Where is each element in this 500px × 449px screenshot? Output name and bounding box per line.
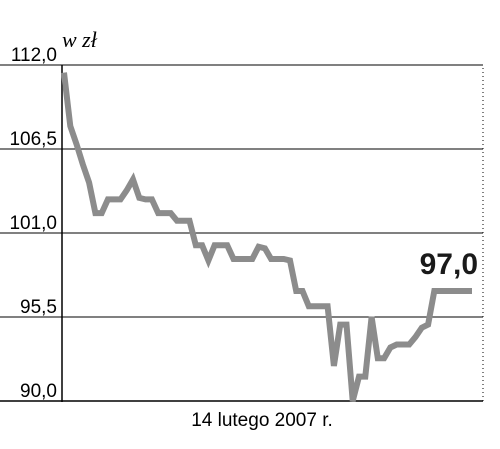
x-axis-label: 14 lutego 2007 r.: [191, 410, 333, 431]
y-tick-label: 112,0: [11, 45, 57, 66]
series-layer: [61, 72, 472, 402]
y-tick-labels: 90,0 95,5 101,0 106,5 112,0: [9, 45, 57, 402]
last-value-label: 97,0: [420, 248, 478, 281]
y-tick-label: 90,0: [20, 381, 57, 402]
series-line: [61, 72, 472, 402]
y-tick-label: 106,5: [9, 129, 57, 150]
y-tick-label: 101,0: [9, 213, 57, 234]
y-tick-label: 95,5: [20, 297, 57, 318]
unit-label: w zł: [62, 27, 98, 52]
gridlines: [0, 64, 483, 402]
